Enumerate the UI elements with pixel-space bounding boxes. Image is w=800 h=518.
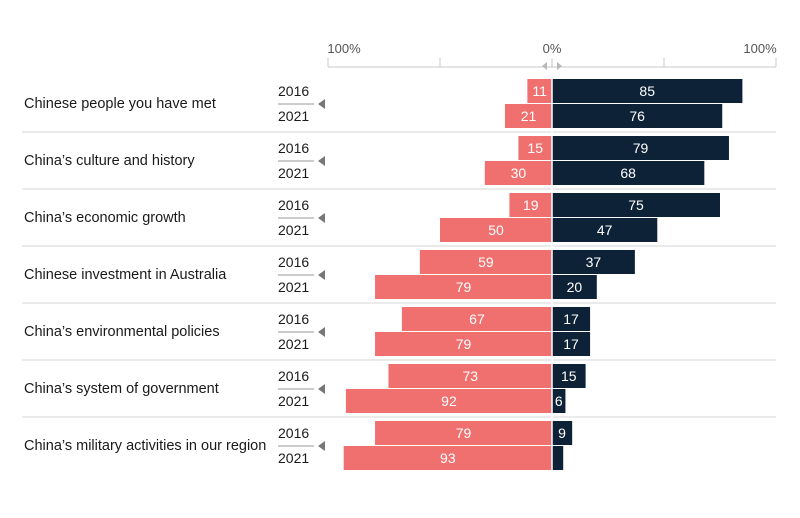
bar-negative	[388, 364, 552, 388]
bar-positive-label: 15	[561, 368, 577, 384]
year-label: 2021	[278, 165, 309, 181]
bar-negative	[504, 104, 552, 128]
category-row: Chinese people you have met 2016 11 85 2021 2…	[22, 79, 776, 133]
category-label: China’s military activities in our regio…	[24, 438, 266, 454]
bar-positive	[552, 332, 591, 356]
year-label: 2016	[278, 140, 309, 156]
axis-label-left-100: 100%	[327, 41, 361, 56]
year-label: 2016	[278, 425, 309, 441]
year-pointer-icon	[318, 99, 325, 109]
bar-negative-label: 79	[456, 279, 472, 295]
bar-positive-label: 79	[633, 140, 649, 156]
bar-positive	[552, 104, 723, 128]
year-label: 2016	[278, 254, 309, 270]
bar-negative	[419, 250, 552, 274]
axis-arrow-left-icon	[542, 62, 547, 70]
year-pointer-icon	[318, 384, 325, 394]
bar-positive-label: 47	[597, 222, 613, 238]
bar-negative-label: 15	[527, 140, 543, 156]
axis-label-right-100: 100%	[743, 41, 777, 56]
year-label: 2016	[278, 83, 309, 99]
bar-positive	[552, 275, 597, 299]
bar-negative-label: 92	[441, 393, 457, 409]
category-row: China’s economic growth 2016 19 75 2021 50 47	[22, 193, 776, 247]
axis-arrow-right-icon	[557, 62, 562, 70]
bar-positive	[552, 193, 720, 217]
bar-negative	[375, 275, 552, 299]
year-pointer-icon	[318, 270, 325, 280]
category-row: China’s system of government 2016 73 15 2021…	[22, 364, 776, 418]
bar-negative	[527, 79, 552, 103]
bar-positive	[552, 250, 635, 274]
year-pointer-icon	[318, 213, 325, 223]
bar-negative-label: 30	[511, 165, 527, 181]
bar-negative-label: 93	[440, 450, 456, 466]
year-label: 2016	[278, 311, 309, 327]
bar-negative	[509, 193, 552, 217]
year-label: 2016	[278, 197, 309, 213]
bar-positive	[552, 307, 591, 331]
bar-negative-label: 79	[456, 425, 472, 441]
bar-positive-label: 17	[563, 311, 579, 327]
bar-positive-label: 6	[555, 393, 563, 409]
category-row: China’s environmental policies 2016 67 17 20…	[22, 307, 776, 361]
bar-positive	[552, 389, 566, 413]
category-row: China’s military activities in our regio…	[24, 421, 573, 470]
year-label: 2021	[278, 222, 309, 238]
year-pointer-icon	[318, 156, 325, 166]
bar-negative	[375, 332, 552, 356]
category-label: China’s system of government	[24, 381, 219, 397]
year-pointer-icon	[318, 441, 325, 451]
bar-positive-label: 75	[628, 197, 644, 213]
year-label: 2021	[278, 450, 309, 466]
bar-negative-label: 67	[469, 311, 485, 327]
category-row: China’s culture and history 2016 15 79 2021 3…	[22, 136, 776, 190]
year-label: 2021	[278, 336, 309, 352]
bar-negative	[375, 421, 552, 445]
bar-positive	[552, 364, 586, 388]
category-label: China’s environmental policies	[24, 324, 220, 340]
bar-negative	[345, 389, 552, 413]
bar-positive-label: 9	[558, 425, 566, 441]
bar-negative-label: 21	[521, 108, 537, 124]
bar-positive-label: 76	[629, 108, 645, 124]
bar-negative-label: 79	[456, 336, 472, 352]
bar-negative-label: 50	[488, 222, 504, 238]
bar-positive-label: 85	[639, 83, 655, 99]
category-label: China’s economic growth	[24, 210, 186, 226]
bar-negative-label: 11	[532, 83, 547, 99]
bar-positive-label: 17	[563, 336, 579, 352]
year-label: 2016	[278, 368, 309, 384]
bar-negative	[484, 161, 552, 185]
bar-negative-label: 19	[523, 197, 539, 213]
bar-negative-label: 73	[462, 368, 478, 384]
category-label: Chinese investment in Australia	[24, 267, 227, 283]
bar-negative-label: 59	[478, 254, 494, 270]
bar-negative	[343, 446, 552, 470]
year-label: 2021	[278, 279, 309, 295]
bar-positive-label: 37	[586, 254, 602, 270]
bar-positive	[552, 161, 705, 185]
year-label: 2021	[278, 393, 309, 409]
bar-positive-label: 20	[567, 279, 583, 295]
bar-positive	[552, 421, 573, 445]
bar-negative	[401, 307, 552, 331]
bar-negative	[518, 136, 552, 160]
bar-positive	[552, 446, 564, 470]
bar-positive	[552, 218, 658, 242]
category-label: China’s culture and history	[24, 153, 195, 169]
bar-negative	[440, 218, 552, 242]
bar-positive-label: 5	[554, 450, 562, 466]
year-pointer-icon	[318, 327, 325, 337]
bar-positive-label: 68	[620, 165, 636, 181]
axis-label-zero: 0%	[543, 41, 562, 56]
year-label: 2021	[278, 108, 309, 124]
bar-positive	[552, 79, 743, 103]
axis-layer: 100% 0% 100%	[327, 41, 777, 70]
bar-positive	[552, 136, 729, 160]
category-label: Chinese people you have met	[24, 96, 216, 112]
